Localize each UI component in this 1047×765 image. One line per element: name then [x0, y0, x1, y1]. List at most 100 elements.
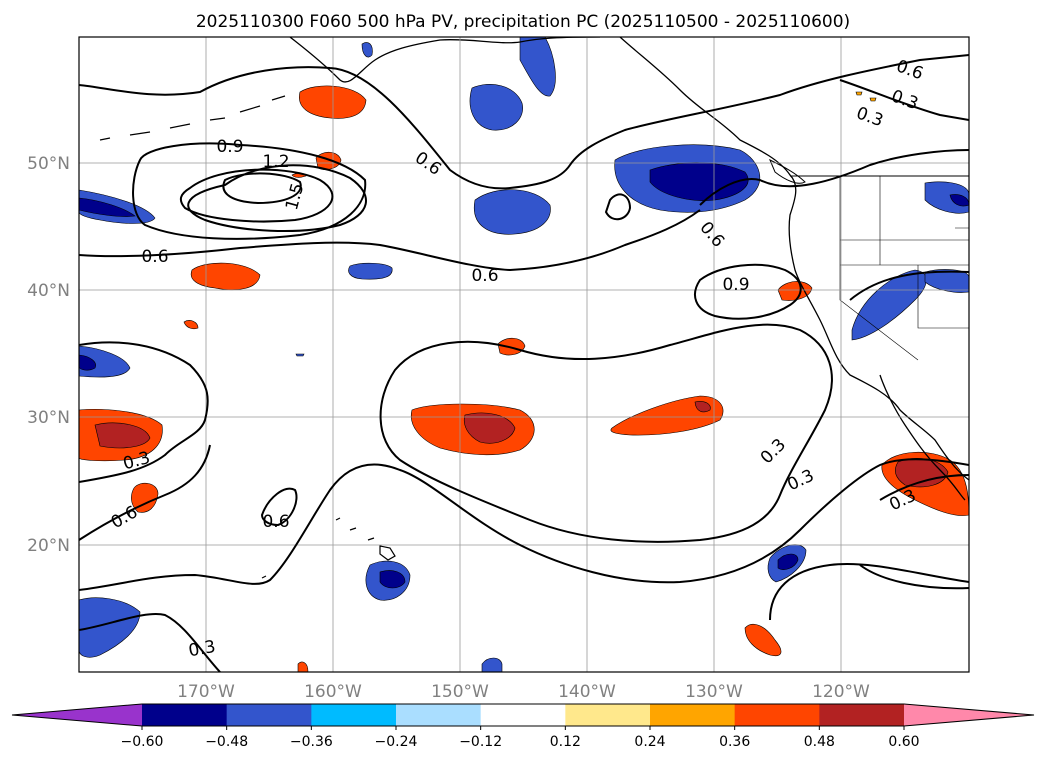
negative-anomaly-patches [79, 37, 969, 672]
colorbar-segment [142, 704, 228, 726]
pv-contour-0.9 [132, 142, 367, 240]
orange-patch-west-24n [131, 482, 159, 513]
orange-patch-dots-38n [183, 320, 199, 330]
colorbar-segment [226, 704, 312, 726]
contour-label: 0.6 [262, 512, 289, 532]
pv-contour-0.6-hawaii [260, 487, 298, 527]
map-layers: 0.9 1.2 1.5 0.6 0.6 0.6 0.6 0.9 0.6 0.3 … [79, 37, 969, 672]
colorbar-tick-label: −0.12 [459, 734, 502, 750]
dark-blue-core-south-18n [777, 553, 799, 570]
lat-label-30n: 30°N [27, 408, 70, 428]
colorbar-segment [734, 704, 820, 726]
graticule [79, 37, 969, 672]
vancouver-island [769, 158, 806, 184]
blue-patch-tiny-35n [295, 353, 305, 357]
colorbar-segment [565, 704, 651, 726]
pv-contour-0.3-south [79, 613, 221, 672]
lat-label-20n: 20°N [27, 536, 70, 556]
dark-blue-core-west-35n [79, 354, 96, 371]
blue-patch-45n-150w [473, 189, 551, 235]
colorbar-segment [311, 704, 397, 726]
contour-label: 1.2 [262, 152, 289, 172]
red-core-30n-135w [694, 401, 711, 413]
blue-patch-gulf-alaska [469, 84, 523, 131]
map-title: 2025110300 F060 500 hPa PV, precipitatio… [196, 12, 850, 32]
pv-contour-0.3-central [379, 323, 833, 543]
pv-contour-0.3-bottom-right [859, 564, 969, 590]
pv-contour-1.5 [222, 172, 302, 205]
pv-contour-0.3-outer [79, 458, 969, 591]
contour-label: 0.6 [471, 266, 498, 286]
orange-patch-bottom-11n [297, 661, 309, 672]
lat-label-50n: 50°N [27, 154, 70, 174]
colorbar-tick-label: 0.60 [888, 734, 919, 750]
aleutian-islands [99, 95, 286, 141]
pv-contour-0.6-left [79, 341, 209, 483]
map-frame [78, 36, 970, 673]
pv-contour-1.2 [179, 168, 334, 223]
colorbar-tick-label: 0.12 [550, 734, 581, 750]
lon-label-130w: 130°W [685, 682, 743, 702]
pv-contour-0.3-se [769, 563, 969, 621]
pv-contours [79, 54, 969, 672]
colorbar: −0.60 −0.48 −0.36 −0.24 −0.12 0.12 0.24 0.36 0.4… [11, 703, 1035, 750]
blue-patch-41n-160w [348, 262, 393, 280]
orange-patch-41n-170w [190, 262, 261, 291]
blue-patch-bottom-12n [481, 657, 503, 672]
contour-label: 0.9 [722, 275, 749, 295]
red-core-29n-150w [463, 412, 516, 444]
pv-contour-0.6-west [79, 209, 701, 272]
blue-patch-northeast-47n [924, 181, 969, 214]
orange-patch-13n-125w [744, 624, 782, 657]
pv-contour-small-ring [604, 193, 632, 221]
colorbar-tick-label: 0.36 [719, 734, 750, 750]
contour-label: 0.6 [141, 247, 168, 267]
pv-contour-0.9-west [694, 263, 802, 320]
orange-patch-40n-125w [777, 281, 813, 301]
lon-label-140w: 140°W [558, 682, 616, 702]
colorbar-segment [480, 704, 566, 726]
blue-patch-alaska-small [361, 42, 373, 58]
dark-blue-core-hawaii-south [379, 570, 406, 589]
lat-label-40n: 40°N [27, 281, 70, 301]
lon-label-160w: 160°W [304, 682, 362, 702]
contour-label: 0.3 [187, 637, 217, 661]
contour-label: 0.9 [216, 137, 243, 157]
latitude-labels: 50°N 40°N 30°N 20°N [27, 154, 70, 556]
colorbar-tick-label: −0.24 [375, 734, 418, 750]
orange-patch-30n-135w [610, 395, 724, 436]
dark-blue-core-northeast-47n [949, 194, 969, 207]
colorbar-extend-high [904, 704, 1034, 726]
longitude-labels: 170°W 160°W 150°W 140°W 130°W 120°W [177, 682, 870, 702]
pv-contour-0.3-right [849, 270, 969, 301]
colorbar-tick-label: 0.48 [804, 734, 835, 750]
baja-peninsula [879, 374, 966, 501]
colorbar-segment [650, 704, 736, 726]
colorbar-tick-label: 0.24 [634, 734, 665, 750]
colorbar-segment [396, 704, 482, 726]
lon-label-170w: 170°W [177, 682, 235, 702]
blue-patch-northeast-corner [519, 37, 556, 97]
colorbar-extend-low [12, 704, 142, 726]
red-core-west-29n [94, 422, 151, 449]
blue-patch-southwest [79, 597, 141, 658]
blue-patch-nevada [924, 269, 969, 293]
pv-contour-0.6-north [79, 54, 969, 190]
colorbar-tick-label: −0.36 [290, 734, 333, 750]
hawaiian-islands [261, 517, 396, 579]
lon-label-120w: 120°W [812, 682, 870, 702]
state-borders [839, 176, 969, 361]
pv-contour-0.6-sw [79, 444, 211, 541]
pv-contour-0.3-ne [839, 79, 969, 121]
orange-patch-36n-145w [497, 337, 526, 356]
dark-blue-core-west-46n [79, 197, 136, 217]
orange-patch-tiny-55n [855, 91, 863, 96]
lon-label-150w: 150°W [431, 682, 489, 702]
pv-contour-0.6-east [699, 149, 969, 206]
pv-contour-0.3-se2 [879, 474, 969, 501]
orange-patch-tiny-54n [869, 97, 877, 102]
colorbar-segment [819, 704, 905, 726]
colorbar-tick-label: −0.48 [205, 734, 248, 750]
colorbar-tick-label: −0.60 [121, 734, 164, 750]
